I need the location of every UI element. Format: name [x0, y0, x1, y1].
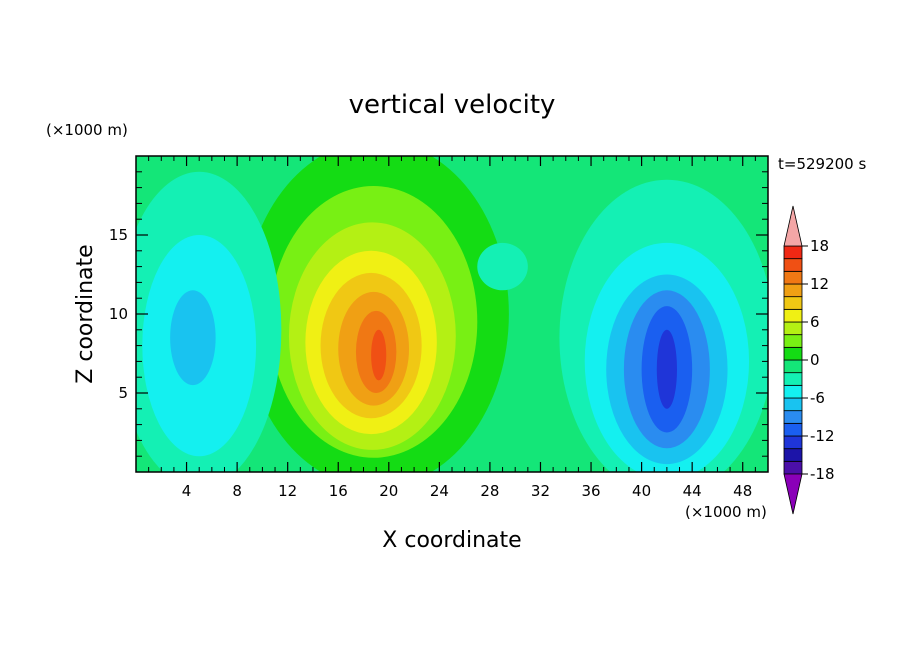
x-tick-label: 40: [632, 482, 651, 500]
colorbar-tick-label: -12: [810, 427, 835, 445]
colorbar-band: [783, 346, 803, 361]
y-axis-ticks: 5 10 15: [109, 171, 768, 457]
colorbar-band: [783, 321, 803, 336]
colorbar-tick-label: 18: [810, 237, 829, 255]
colorbar-band: [783, 283, 803, 298]
colorbar-bottom-extension: [783, 473, 803, 515]
colorbar-tick-label: 12: [810, 275, 829, 293]
colorbar-tick-label: -18: [810, 465, 835, 483]
y-tick-label: 15: [109, 226, 128, 244]
y-axis-label: Z coordinate: [73, 244, 98, 383]
colorbar-band: [783, 435, 803, 450]
colorbar-band: [783, 397, 803, 412]
x-tick-label: 24: [430, 482, 449, 500]
colorbar-band: [783, 296, 803, 310]
colorbar-band: [783, 460, 803, 475]
colorbar-tick-label: 6: [810, 313, 820, 331]
field-region: [477, 242, 528, 291]
colorbar-band: [783, 448, 803, 462]
colorbar-band: [783, 308, 803, 323]
x-tick-label: 32: [531, 482, 550, 500]
colorbar-band: [783, 270, 803, 285]
x-tick-label: 16: [329, 482, 348, 500]
colorbar-band: [783, 245, 803, 260]
colorbar-tick-label: 0: [810, 351, 820, 369]
y-tick-label: 5: [118, 384, 128, 402]
colorbar-band: [783, 334, 803, 348]
colorbar-band: [783, 372, 803, 386]
x-tick-label: 44: [683, 482, 702, 500]
colorbar-band: [783, 359, 803, 374]
field-region: [170, 290, 216, 386]
colorbar-top-extension: [783, 205, 803, 247]
x-tick-label: 8: [232, 482, 242, 500]
x-axis-label: X coordinate: [382, 528, 521, 553]
x-tick-label: 4: [182, 482, 192, 500]
field-region: [371, 329, 387, 381]
x-tick-label: 20: [379, 482, 398, 500]
contour-field: [136, 156, 768, 472]
field-region: [656, 329, 677, 409]
colorbar-band: [783, 410, 803, 424]
chart-title: vertical velocity: [349, 90, 556, 120]
colorbar-band: [783, 422, 803, 437]
y-unit-label: (×1000 m): [46, 121, 128, 139]
colorbar-band: [783, 258, 803, 272]
x-axis-ticks: 4 8 12 16 20 24 28 32 36 40 44 48: [148, 156, 756, 500]
x-tick-label: 36: [581, 482, 600, 500]
y-tick-label: 10: [109, 305, 128, 323]
time-label: t=529200 s: [778, 155, 866, 173]
x-unit-label: (×1000 m): [685, 503, 767, 521]
x-tick-label: 28: [480, 482, 499, 500]
colorbar: 18 12 6 0 -6 -12 -18: [783, 205, 835, 515]
x-tick-label: 12: [278, 482, 297, 500]
colorbar-band: [783, 384, 803, 399]
x-tick-label: 48: [733, 482, 752, 500]
colorbar-tick-label: -6: [810, 389, 825, 407]
